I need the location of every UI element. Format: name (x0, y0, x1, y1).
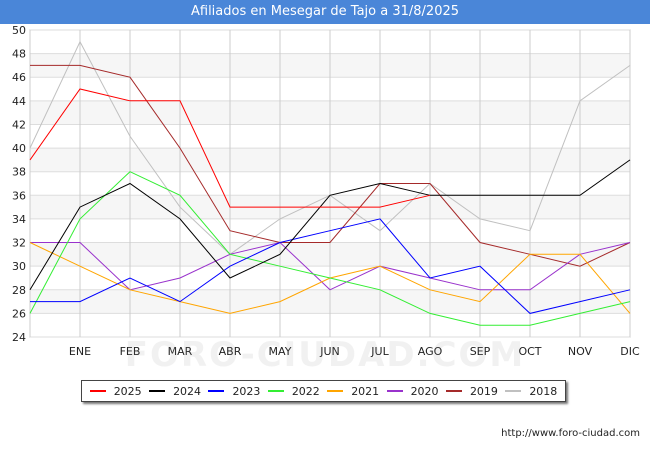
legend-label: 2024 (173, 384, 202, 398)
x-tick-label: MAR (168, 345, 193, 358)
y-tick-label: 34 (12, 213, 26, 226)
legend-item-2021: 2021 (327, 385, 379, 398)
legend-label: 2018 (529, 384, 558, 398)
legend-swatch (445, 390, 462, 392)
x-tick-label: ENE (69, 345, 91, 358)
legend-swatch (208, 390, 225, 392)
legend-label: 2023 (232, 384, 261, 398)
y-tick-label: 30 (12, 260, 26, 273)
legend: 2025 2024 2023 2022 2021 2020 2019 2018 (81, 380, 566, 402)
series-line-2024 (29, 159, 631, 291)
y-tick-label: 40 (12, 142, 26, 155)
x-tick-label: MAY (269, 345, 292, 358)
y-tick-label: 48 (12, 48, 26, 61)
legend-label: 2025 (113, 384, 142, 398)
x-tick-label: NOV (568, 345, 593, 358)
y-tick-label: 28 (12, 284, 26, 297)
legend-item-2018: 2018 (505, 385, 557, 398)
x-tick-label: JUL (370, 345, 389, 358)
x-tick-label: ABR (219, 345, 242, 358)
legend-swatch (386, 390, 403, 392)
legend-label: 2022 (291, 384, 320, 398)
legend-label: 2019 (469, 384, 498, 398)
legend-swatch (505, 390, 522, 392)
y-tick-label: 38 (12, 166, 26, 179)
y-tick-label: 24 (12, 331, 26, 344)
vertical-gridlines (29, 30, 631, 337)
y-tick-label: 50 (12, 24, 26, 37)
legend-item-2020: 2020 (386, 384, 439, 398)
series-lines (29, 40, 631, 326)
source-url[interactable]: http://www.foro-ciudad.com (501, 428, 640, 439)
x-tick-label: SEP (470, 345, 491, 358)
y-tick-label: 42 (12, 118, 26, 131)
x-tick-label: AGO (418, 345, 443, 358)
series-line-2022 (29, 171, 631, 326)
y-tick-label: 44 (12, 95, 26, 108)
chart-title: Afiliados en Mesegar de Tajo a 31/8/2025 (0, 0, 650, 24)
legend-item-2022: 2022 (267, 384, 320, 398)
x-tick-label: FEB (120, 345, 141, 358)
x-tick-label: JUN (319, 345, 340, 358)
legend-item-2023: 2023 (208, 385, 260, 398)
series-line-2025 (29, 88, 431, 208)
legend-swatch (149, 390, 166, 392)
legend-item-2024: 2024 (149, 385, 201, 398)
y-tick-label: 26 (12, 307, 26, 320)
watermark: FORO-CIUDAD.COM (124, 335, 526, 375)
y-tick-label: 36 (12, 189, 26, 202)
y-tick-label: 32 (12, 237, 26, 250)
series-line-2023 (30, 218, 631, 314)
legend-item-2019: 2019 (445, 384, 498, 398)
x-tick-label: DIC (620, 345, 640, 358)
legend-label: 2020 (410, 384, 439, 398)
legend-swatch (267, 390, 284, 392)
legend-label: 2021 (351, 384, 380, 398)
x-tick-label: OCT (518, 345, 541, 358)
x-axis-ticks: ENE FEB MAR ABR MAY JUN JUL AGO SEP OCT NOV DIC (69, 345, 640, 358)
y-tick-label: 46 (12, 71, 26, 84)
y-axis-ticks: 24 26 28 30 32 34 36 38 40 42 44 46 48 50 (12, 24, 26, 344)
legend-item-2025: 2025 (89, 384, 142, 398)
legend-swatch (327, 390, 344, 392)
legend-swatch (89, 390, 106, 392)
